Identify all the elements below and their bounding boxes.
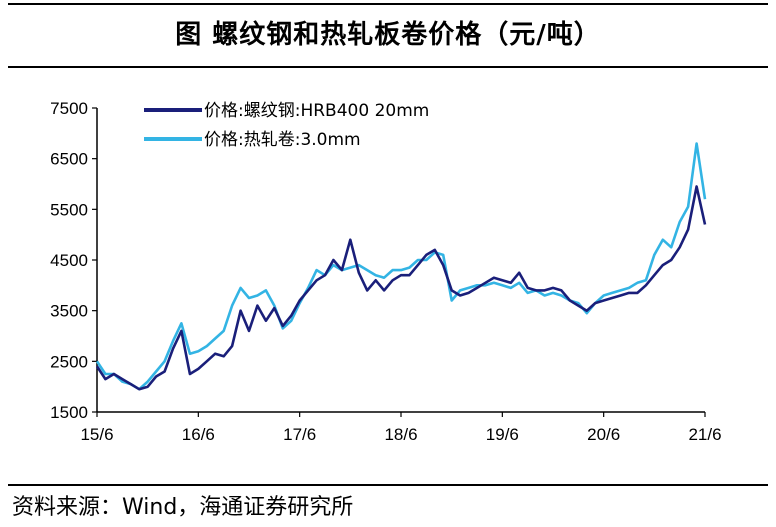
x-tick-label: 19/6 bbox=[486, 425, 519, 444]
y-tick-label: 7500 bbox=[50, 99, 88, 118]
y-tick-label: 2500 bbox=[50, 352, 88, 371]
legend-label-hot-rolled: 价格:热轧卷:3.0mm bbox=[204, 130, 361, 150]
source-note: 资料来源：Wind，海通证券研究所 bbox=[12, 495, 354, 520]
series-line-hot-rolled bbox=[95, 142, 707, 391]
top-rule bbox=[8, 3, 768, 5]
legend-label-rebar: 价格:螺纹钢:HRB400 20mm bbox=[204, 101, 429, 121]
x-tick-label: 15/6 bbox=[80, 425, 113, 444]
y-tick-label: 4500 bbox=[50, 251, 88, 270]
y-tick-label: 1500 bbox=[50, 403, 88, 422]
y-tick-label: 5500 bbox=[50, 200, 88, 219]
series-lines bbox=[95, 142, 707, 391]
y-tick-label: 3500 bbox=[50, 302, 88, 321]
line-chart: 1500 2500 3500 4500 5500 6500 7500 15/6 16/6 17/6… bbox=[50, 99, 721, 444]
title-divider bbox=[8, 66, 768, 68]
x-tick-label: 21/6 bbox=[688, 425, 721, 444]
x-tick-label: 17/6 bbox=[283, 425, 316, 444]
page-title: 图 螺纹钢和热轧板卷价格（元/吨） bbox=[175, 20, 601, 50]
legend: 价格:螺纹钢:HRB400 20mm 价格:热轧卷:3.0mm bbox=[144, 101, 429, 150]
axes: 1500 2500 3500 4500 5500 6500 7500 15/6 16/6 17/6… bbox=[50, 99, 721, 444]
series-line-rebar bbox=[95, 185, 707, 391]
bottom-rule bbox=[8, 484, 768, 486]
y-tick-label: 6500 bbox=[50, 150, 88, 169]
x-tick-label: 20/6 bbox=[587, 425, 620, 444]
x-tick-label: 16/6 bbox=[182, 425, 215, 444]
x-tick-label: 18/6 bbox=[384, 425, 417, 444]
